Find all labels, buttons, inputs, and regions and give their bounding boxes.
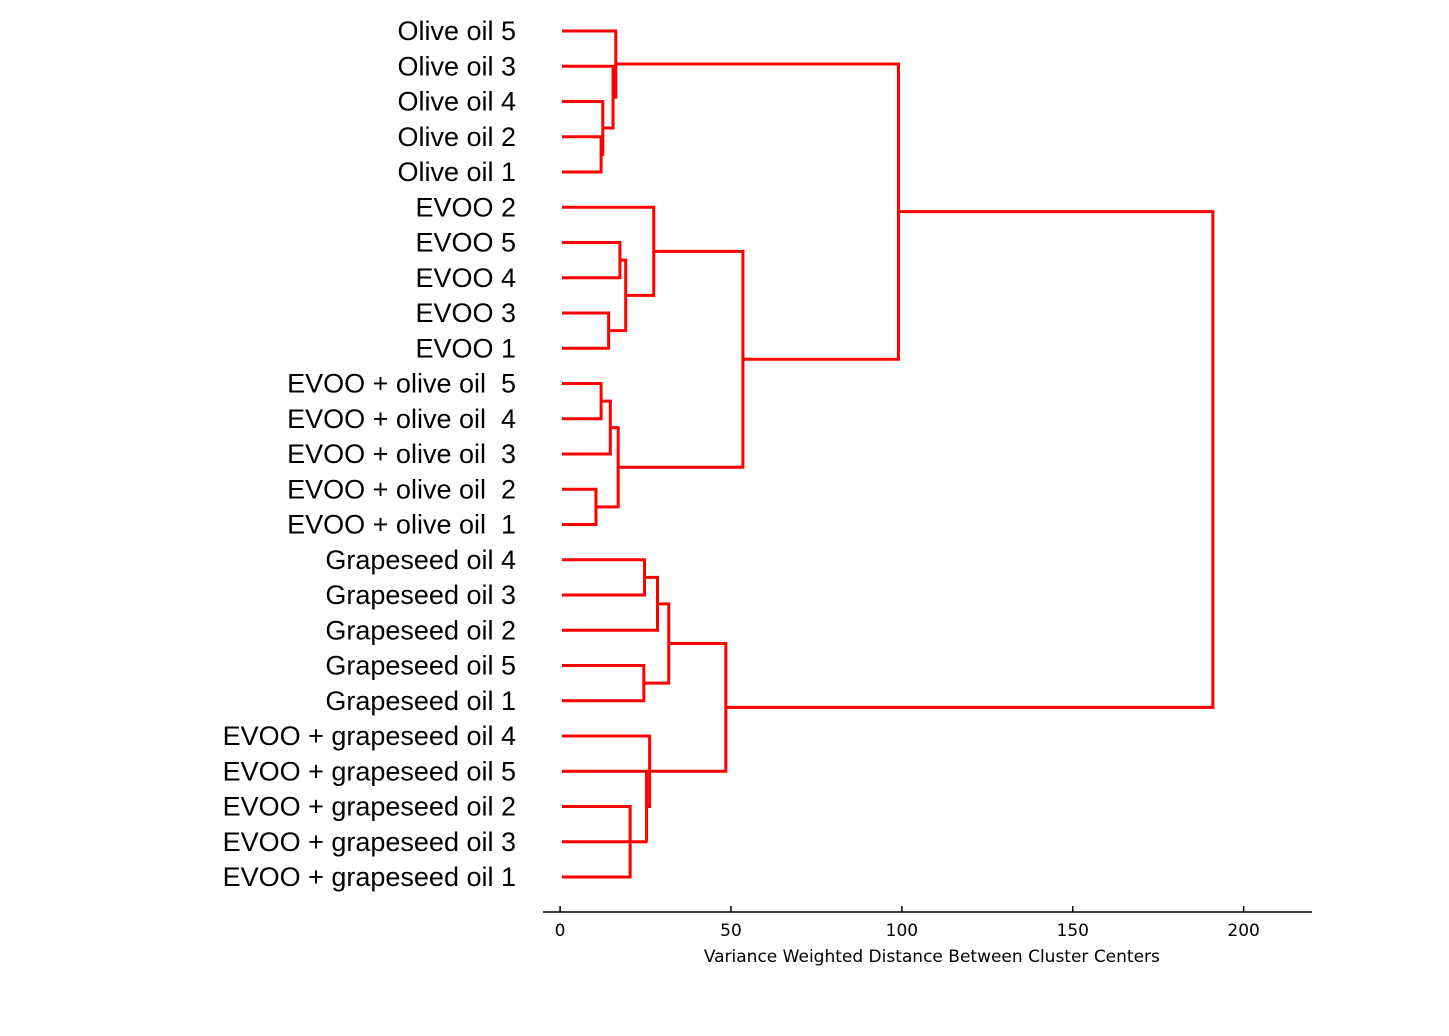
x-axis: 0 50 100 150 200 Variance Weighted Distance … xyxy=(543,906,1312,967)
leaf-label: Grapeseed oil 5 xyxy=(325,651,516,681)
x-axis-tick-label: 150 xyxy=(1057,921,1089,941)
dendrogram-link xyxy=(562,29,618,99)
dendrogram-link xyxy=(615,62,900,361)
leaf-label: EVOO 1 xyxy=(415,333,516,363)
leaf-label: EVOO + olive oil 5 xyxy=(287,369,516,399)
leaf-label: EVOO + grapeseed oil 5 xyxy=(223,756,516,786)
x-axis-tick-label: 0 xyxy=(555,921,566,941)
leaf-labels: Olive oil 5 Olive oil 3 Olive oil 4 Olive o… xyxy=(223,16,516,892)
leaf-label: EVOO + olive oil 1 xyxy=(287,510,516,540)
x-axis-title: Variance Weighted Distance Between Clust… xyxy=(704,947,1160,967)
dendrogram-link xyxy=(562,382,603,421)
leaf-label: EVOO + olive oil 3 xyxy=(287,439,516,469)
dendrogram-branches xyxy=(562,29,1215,879)
dendrogram-link xyxy=(608,258,628,333)
leaf-label: Olive oil 4 xyxy=(397,87,516,117)
dendrogram-link xyxy=(562,135,603,174)
leaf-label: Grapeseed oil 1 xyxy=(325,686,516,716)
dendrogram-link xyxy=(562,311,611,350)
leaf-label: EVOO 4 xyxy=(415,263,516,293)
dendrogram-link xyxy=(562,64,615,130)
leaf-label: EVOO + olive oil 4 xyxy=(287,404,516,434)
x-axis-tick-label: 100 xyxy=(886,921,918,941)
x-axis-ticks: 0 50 100 150 200 xyxy=(555,906,1260,941)
dendrogram-link xyxy=(562,241,622,280)
x-axis-tick-label: 200 xyxy=(1227,921,1259,941)
leaf-label: Olive oil 3 xyxy=(397,51,516,81)
dendrogram-link xyxy=(562,399,612,456)
leaf-label: EVOO + olive oil 2 xyxy=(287,474,516,504)
dendrogram-link xyxy=(618,249,745,469)
leaf-label: EVOO + grapeseed oil 3 xyxy=(223,827,516,857)
leaf-label: Olive oil 2 xyxy=(397,122,516,152)
dendrogram-link xyxy=(649,641,728,773)
leaf-label: EVOO 3 xyxy=(415,298,516,328)
leaf-label: EVOO 2 xyxy=(415,192,516,222)
leaf-label: Grapeseed oil 2 xyxy=(325,615,516,645)
leaf-label: EVOO + grapeseed oil 2 xyxy=(223,792,516,822)
dendrogram-link xyxy=(562,558,647,597)
leaf-label: Grapeseed oil 3 xyxy=(325,580,516,610)
leaf-label: Olive oil 1 xyxy=(397,157,516,187)
leaf-label: EVOO + grapeseed oil 1 xyxy=(223,862,516,892)
dendrogram-link xyxy=(562,205,656,297)
leaf-label: Olive oil 5 xyxy=(397,16,516,46)
dendrogram-link xyxy=(643,602,671,685)
x-axis-tick-label: 50 xyxy=(720,921,742,941)
dendrogram-link xyxy=(725,210,1215,709)
leaf-label: EVOO 5 xyxy=(415,228,516,258)
leaf-label: EVOO + grapeseed oil 4 xyxy=(223,721,516,751)
dendrogram-link xyxy=(595,426,620,509)
dendrogram-link xyxy=(562,487,598,526)
dendrogram-link xyxy=(562,100,605,156)
dendrogram-link xyxy=(562,664,646,703)
leaf-label: Grapeseed oil 4 xyxy=(325,545,516,575)
